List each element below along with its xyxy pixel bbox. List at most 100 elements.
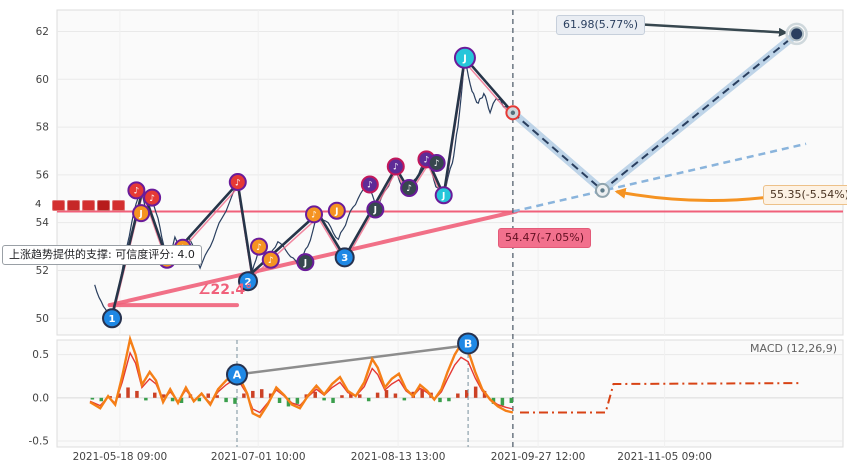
target-marker-3[interactable] <box>785 22 808 46</box>
target-price-label: 61.98(5.77%) <box>556 15 646 36</box>
j-marker[interactable]: J <box>132 204 151 223</box>
macd-hist-bar <box>491 397 496 404</box>
note-marker[interactable]: ♪ <box>305 205 324 224</box>
marker-glyph: J <box>138 209 142 219</box>
price-y-tick: 52 <box>36 265 49 277</box>
support-price-label: 54.47(-7.05%) <box>498 228 591 249</box>
macd-indicator-label: MACD (12,26,9) <box>750 342 838 355</box>
ab-connector-line <box>236 344 462 376</box>
macd-marker-A[interactable]: A <box>225 363 248 386</box>
macd-y-tick: 0.5 <box>32 349 49 361</box>
macd-hist-bar <box>331 397 335 403</box>
pivot-marker-3[interactable]: 3 <box>334 247 355 268</box>
x-axis-tick: 2021-09-27 12:00 <box>491 451 586 463</box>
support-note-label: 上涨趋势提供的支撑: 可信度评分: 4.0 <box>2 245 202 266</box>
macd-hist-bar <box>393 393 398 398</box>
note-marker[interactable]: ♪ <box>360 175 379 194</box>
target-arrow <box>640 23 788 37</box>
marker-glyph: ♪ <box>235 178 241 188</box>
pullback-price-label: 55.35(-5.54%) <box>763 185 847 206</box>
note-marker[interactable]: ♪ <box>127 181 146 200</box>
x-axis-tick: 2021-11-05 09:00 <box>617 451 712 463</box>
signal-badge[interactable] <box>82 200 95 211</box>
marker-glyph: ♪ <box>393 163 399 173</box>
price-panel[interactable] <box>56 9 844 336</box>
price-y-tick: 60 <box>36 74 49 86</box>
macd-hist-bar <box>233 397 237 404</box>
x-axis-tick: 2021-05-18 09:00 <box>73 451 168 463</box>
price-y-tick: 54 <box>36 217 50 229</box>
marker-glyph: ♪ <box>406 184 412 194</box>
marker-glyph: ♪ <box>367 181 373 191</box>
macd-hist-bar <box>340 395 344 398</box>
j-marker[interactable]: J <box>327 201 346 220</box>
dif-line <box>89 334 514 419</box>
macd-hist-bar <box>179 397 184 403</box>
j-marker[interactable]: J <box>296 253 315 272</box>
price-y-tick: 62 <box>36 26 49 38</box>
pivot-marker-1[interactable]: 1 <box>102 308 123 329</box>
j-marker[interactable]: J <box>366 200 385 219</box>
macd-marker-B[interactable]: B <box>457 332 480 355</box>
macd-hist-bar <box>197 397 202 402</box>
marker-glyph: ♪ <box>434 159 440 169</box>
macd-forecast-line <box>520 382 800 414</box>
marker-glyph: J <box>462 54 467 65</box>
macd-hist-bar <box>384 390 389 398</box>
signal-badge[interactable] <box>67 200 80 211</box>
macd-hist-bar <box>313 391 317 398</box>
macd-hist-bar <box>135 390 139 398</box>
note-marker[interactable]: ♪ <box>228 173 247 192</box>
target-marker-1[interactable] <box>505 105 521 121</box>
note-marker[interactable]: ♪ <box>427 153 446 172</box>
price-y-tick: 56 <box>36 169 50 181</box>
pivot-marker-2[interactable]: 2 <box>237 271 258 292</box>
signal-count-label: 4 <box>35 199 42 210</box>
note-marker[interactable]: ♪ <box>261 250 280 269</box>
projection-upper-line <box>512 142 807 213</box>
signal-badge-row <box>52 200 125 211</box>
macd-hist-bar <box>215 395 219 398</box>
macd-hist-bar <box>206 393 210 398</box>
macd-hist-bar <box>358 394 362 398</box>
macd-hist-bar <box>224 397 228 403</box>
marker-glyph: A <box>233 368 242 381</box>
note-marker[interactable]: ♪ <box>400 179 419 198</box>
macd-hist-bar <box>126 387 130 398</box>
macd-hist-bar <box>500 397 505 406</box>
marker-glyph: J <box>334 207 338 217</box>
note-marker[interactable]: ♪ <box>250 237 269 256</box>
j-marker[interactable]: J <box>434 186 453 205</box>
trend-angle-label: ∠22.4° <box>198 282 253 298</box>
macd-hist-bar <box>295 397 300 404</box>
target-marker-2[interactable] <box>594 182 610 198</box>
macd-hist-bar <box>277 397 282 403</box>
macd-hist-bar <box>144 397 148 401</box>
macd-hist-bar <box>473 386 478 398</box>
marker-glyph: 2 <box>245 277 252 288</box>
macd-hist-bar <box>366 397 371 402</box>
signal-badge[interactable] <box>52 200 65 211</box>
marker-glyph: 1 <box>109 314 116 325</box>
marker-glyph: ♪ <box>268 256 274 266</box>
j-marker[interactable]: J <box>453 46 476 69</box>
x-axis-tick: 2021-08-13 13:00 <box>351 451 446 463</box>
note-marker[interactable]: ♪ <box>143 188 162 207</box>
macd-hist-bar <box>117 393 121 398</box>
macd-hist-bar <box>251 390 255 398</box>
note-marker[interactable]: ♪ <box>386 157 405 176</box>
signal-badge[interactable] <box>97 200 110 211</box>
marker-glyph: ♪ <box>134 187 140 197</box>
pullback-arrow <box>614 187 765 202</box>
marker-glyph: ♪ <box>256 243 262 253</box>
marker-glyph: J <box>373 206 377 216</box>
macd-hist-bar <box>99 397 104 402</box>
signal-badge[interactable] <box>112 200 125 211</box>
macd-panel[interactable] <box>56 339 844 448</box>
marker-glyph: ♪ <box>149 194 155 204</box>
macd-hist-bar <box>375 392 380 398</box>
macd-hist-bar <box>259 389 264 398</box>
x-axis-tick: 2021-07-01 10:00 <box>211 451 306 463</box>
macd-hist-bar <box>322 397 326 401</box>
